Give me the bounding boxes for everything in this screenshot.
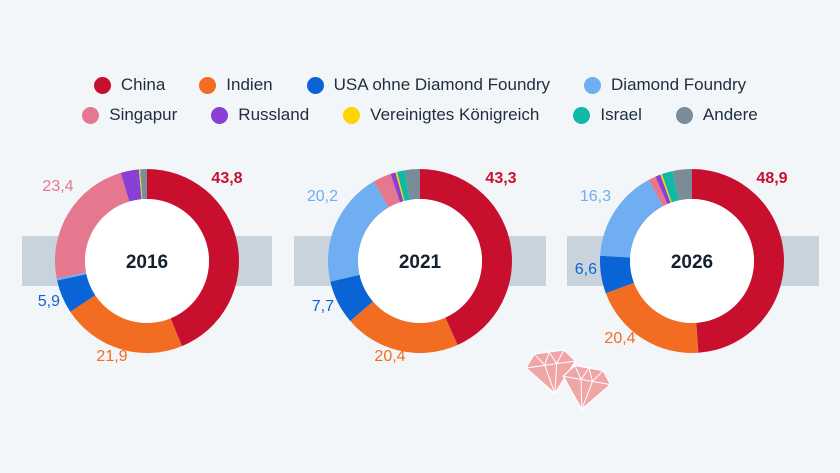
data-label-2016-singapur: 23,4	[42, 178, 73, 195]
donut-slice-2016-china	[147, 169, 240, 347]
legend-label: Andere	[702, 105, 758, 124]
data-label-2026-indien: 20,4	[604, 330, 635, 347]
donut-slice-2021-indien	[350, 301, 458, 353]
donut-hole-2016	[85, 199, 209, 323]
donut-slice-2026-andere	[672, 169, 692, 201]
donut-slice-2021-usa-ohne-diamond-foundry	[330, 274, 373, 321]
legend-item-andere: Andere	[675, 105, 758, 125]
legend-swatch-israel	[573, 106, 591, 124]
donut-slice-2026-china	[692, 169, 785, 353]
legend-label: Russland	[238, 105, 310, 124]
data-label-2016-china: 43,8	[211, 170, 242, 187]
year-label-2016: 2016	[126, 252, 168, 273]
donut-slice-2021-vereinigtes-königreich	[395, 171, 405, 202]
legend-label: Israel	[600, 105, 642, 124]
legend-swatch-uk	[343, 106, 361, 124]
data-label-2021-indien: 20,4	[374, 348, 405, 365]
donut-slice-2021-singapur	[373, 173, 401, 208]
donut-hole-2021	[358, 199, 482, 323]
legend-item-usa: USA ohne Diamond Foundry	[306, 75, 551, 95]
legend-swatch-andere	[675, 106, 693, 124]
data-label-2021-diamond-foundry: 20,2	[307, 188, 338, 205]
legend-label: Vereinigtes Königreich	[370, 105, 540, 124]
data-label-2026-usa-ohne-diamond-foundry: 6,6	[575, 261, 597, 278]
donut-slice-2016-vereinigtes-königreich	[138, 169, 143, 200]
donut-slice-2016-russland	[120, 169, 142, 202]
data-label-2021-usa-ohne-diamond-foundry: 7,7	[312, 298, 334, 315]
legend-label: USA ohne Diamond Foundry	[333, 75, 551, 94]
legend: China Indien USA ohne Diamond Foundry Di…	[0, 70, 840, 130]
donut-slice-2016-indien	[70, 295, 182, 353]
diamond-icon	[525, 349, 577, 395]
donut-slice-2016-singapur	[54, 172, 130, 279]
legend-item-singapur: Singapur	[82, 105, 177, 125]
donut-slice-2016-israel	[140, 169, 143, 200]
legend-swatch-usa	[306, 76, 324, 94]
donut-slice-2021-israel	[397, 170, 410, 201]
donut-slice-2026-indien	[605, 282, 699, 353]
data-label-2016-usa-ohne-diamond-foundry: 5,9	[38, 293, 60, 310]
donut-slice-2026-usa-ohne-diamond-foundry	[599, 255, 634, 294]
legend-label: Diamond Foundry	[611, 75, 747, 94]
legend-swatch-china	[93, 76, 111, 94]
legend-item-israel: Israel	[573, 105, 642, 125]
legend-swatch-russland	[211, 106, 229, 124]
legend-swatch-indien	[199, 76, 217, 94]
year-label-2021: 2021	[399, 252, 442, 273]
donut-slice-2026-israel	[661, 171, 679, 203]
legend-label: Indien	[226, 75, 273, 94]
legend-item-uk: Vereinigtes Königreich	[343, 105, 539, 125]
legend-row-1: China Indien USA ohne Diamond Foundry Di…	[0, 70, 840, 100]
donut-slice-2026-russland	[655, 174, 671, 205]
legend-label: China	[120, 75, 166, 94]
donut-hole-2026	[630, 199, 754, 323]
data-label-2021-china: 43,3	[485, 170, 516, 187]
donut-slice-2016-diamond-foundry	[56, 272, 87, 281]
donut-slice-2021-diamond-foundry	[327, 181, 389, 282]
legend-item-russland: Russland	[211, 105, 309, 125]
legend-item-diamond-foundry: Diamond Foundry	[584, 75, 746, 95]
donut-slice-2016-andere	[140, 169, 147, 200]
legend-row-2: Singapur Russland Vereinigtes Königreich…	[0, 100, 840, 130]
donut-slice-2021-andere	[405, 169, 420, 200]
donut-slice-2026-singapur	[648, 176, 668, 207]
data-label-2026-diamond-foundry: 16,3	[580, 188, 611, 205]
legend-item-indien: Indien	[199, 75, 273, 95]
legend-item-china: China	[93, 75, 166, 95]
data-label-2016-indien: 21,9	[96, 348, 127, 365]
donut-slice-2021-china	[420, 169, 512, 345]
donut-slice-2026-diamond-foundry	[600, 179, 663, 258]
legend-swatch-diamond-foundry	[584, 76, 602, 94]
donut-slice-2016-usa-ohne-diamond-foundry	[57, 274, 96, 312]
diamond-icon	[562, 364, 612, 410]
legend-swatch-singapur	[82, 106, 100, 124]
year-label-2026: 2026	[671, 252, 713, 273]
data-label-2026-china: 48,9	[756, 170, 787, 187]
donut-slice-2021-russland	[390, 172, 404, 203]
legend-label: Singapur	[109, 105, 178, 124]
donut-slice-2026-vereinigtes-königreich	[660, 174, 672, 203]
